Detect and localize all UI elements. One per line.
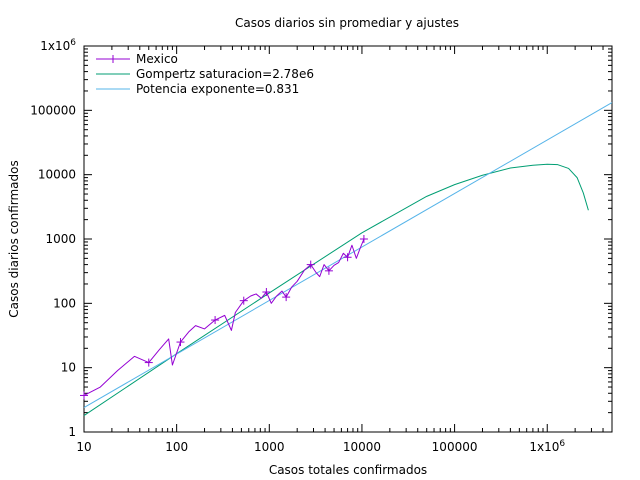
y-tick-label: 10000 bbox=[38, 168, 76, 182]
data-point bbox=[359, 235, 368, 243]
x-axis-label: Casos totales confirmados bbox=[269, 463, 427, 477]
y-tick-label: 1 bbox=[68, 425, 76, 439]
x-tick-label: 100 bbox=[165, 440, 188, 454]
legend-item-gompertz-saturacion-2-78e6: Gompertz saturacion=2.78e6 bbox=[96, 67, 314, 81]
plot-area bbox=[80, 102, 613, 416]
data-point bbox=[306, 260, 315, 269]
y-tick-label: 1000 bbox=[45, 232, 76, 246]
y-tick-label: 10 bbox=[61, 361, 76, 375]
data-point bbox=[239, 296, 248, 305]
legend-label: Potencia exponente=0.831 bbox=[136, 82, 299, 96]
legend-item-mexico: Mexico bbox=[96, 52, 178, 66]
y-tick-label-exponent: 6 bbox=[70, 38, 76, 48]
y-tick-label: 100000 bbox=[30, 103, 76, 117]
data-point bbox=[343, 253, 352, 262]
x-tick-label-exponent: 6 bbox=[559, 439, 565, 449]
x-tick-label: 10000 bbox=[343, 440, 381, 454]
data-point bbox=[282, 293, 291, 302]
series-line-mexico bbox=[83, 238, 365, 396]
legend-label: Mexico bbox=[136, 52, 178, 66]
data-point bbox=[176, 338, 185, 347]
data-point bbox=[144, 358, 153, 367]
data-point bbox=[324, 266, 333, 275]
y-tick-label: 1x106 bbox=[40, 38, 76, 53]
y-axis-label: Casos diarios confirmados bbox=[7, 160, 21, 317]
chart-title: Casos diarios sin promediar y ajustes bbox=[235, 16, 459, 30]
data-point bbox=[211, 316, 220, 325]
x-axis: 10 100 1000 10000 100000 1x106 bbox=[76, 46, 613, 454]
y-axis: 1 10 100 1000 10000 100000 1x106 bbox=[30, 38, 612, 439]
plot-frame bbox=[83, 45, 613, 433]
y-tick-label: 100 bbox=[53, 296, 76, 310]
x-tick-label: 1000 bbox=[254, 440, 285, 454]
legend-item-potencia-exponente-0-831: Potencia exponente=0.831 bbox=[96, 82, 299, 96]
x-tick-label: 10 bbox=[76, 440, 91, 454]
data-point bbox=[262, 288, 271, 297]
x-tick-label: 100000 bbox=[432, 440, 478, 454]
x-tick-label: 1x106 bbox=[529, 439, 565, 454]
series-line-gompertz-saturacion-2-78e6 bbox=[83, 163, 589, 416]
data-point bbox=[80, 391, 88, 400]
legend-label: Gompertz saturacion=2.78e6 bbox=[136, 67, 314, 81]
